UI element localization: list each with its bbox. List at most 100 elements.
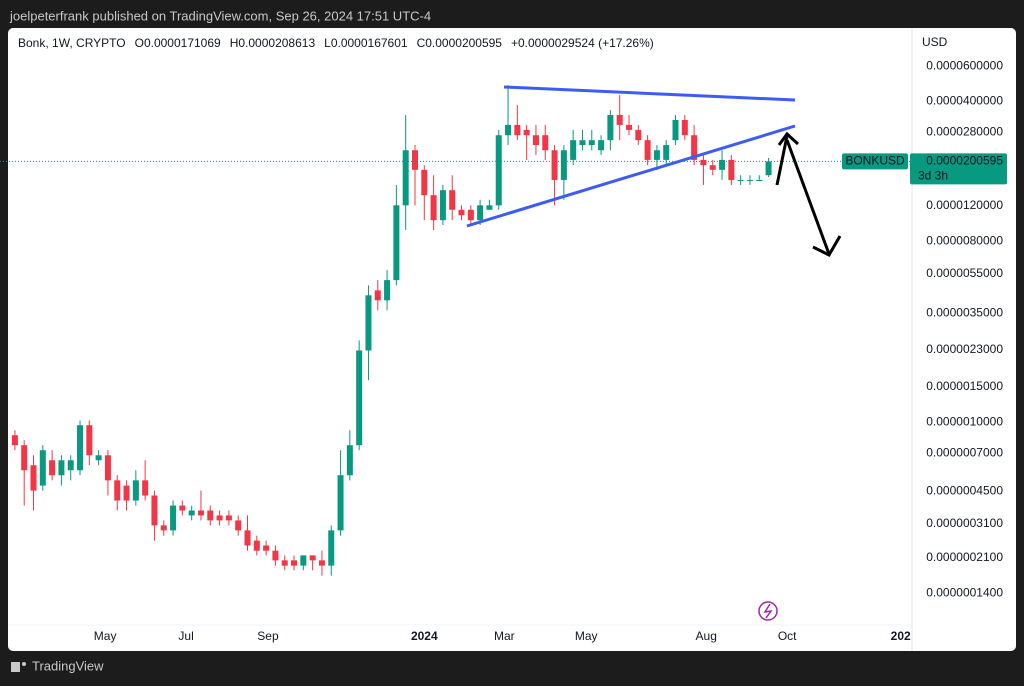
candle-body (402, 150, 409, 206)
candle-body (318, 560, 325, 566)
candle-body (421, 169, 428, 196)
arrow-head (812, 235, 842, 257)
candle-body (709, 165, 716, 170)
candle-body (430, 195, 437, 221)
candle-body (197, 510, 204, 516)
candle-body (393, 205, 400, 281)
candle-body (39, 450, 46, 486)
brand: TradingView (11, 658, 104, 673)
candle-body (170, 505, 177, 531)
x-tick-label: 202 (891, 629, 911, 643)
arrow-head (777, 131, 800, 146)
candle-body (207, 510, 214, 521)
x-tick-label: 2024 (411, 629, 438, 643)
y-tick-label: 0.0000001400 (926, 585, 1003, 599)
candle-body (374, 290, 381, 301)
y-tick-label: 0.0000120000 (926, 198, 1003, 212)
candle-body (700, 159, 707, 166)
brand-logo (11, 662, 20, 672)
y-tick-label: 0.0000600000 (926, 58, 1003, 72)
candle-body (663, 145, 670, 160)
candle-body (607, 114, 614, 141)
candle-body (514, 124, 521, 136)
x-tick-label: May (94, 629, 117, 643)
candle-body (77, 425, 84, 471)
symbol-tag-text: BONKUSD (845, 154, 905, 168)
candle-body (542, 135, 549, 151)
x-tick-label: Aug (696, 629, 717, 643)
candle-body (86, 425, 93, 456)
candle-body (625, 124, 632, 130)
candle-body (235, 520, 242, 531)
candle-body (142, 480, 149, 496)
ohlc-key: C (417, 36, 426, 50)
candle-body (123, 485, 130, 501)
candle-body (11, 435, 18, 446)
candle-body (765, 161, 772, 176)
candle-body (346, 445, 353, 476)
candle-body (523, 129, 530, 136)
publisher-note: joelpeterfrank published on TradingView.… (9, 8, 431, 23)
brand-logo (22, 662, 26, 666)
candle-body (365, 295, 372, 351)
candle-body (467, 209, 474, 221)
y-tick-label: 0.0000023000 (926, 342, 1003, 356)
candle-body (570, 140, 577, 160)
candle-body (439, 190, 446, 221)
candle-body (328, 530, 335, 566)
candle-body (337, 475, 344, 531)
candle-body (272, 550, 279, 561)
trend-line (466, 124, 796, 228)
candle-body (579, 140, 586, 146)
y-tick-label: 0.0000007000 (926, 445, 1003, 459)
price-tag (910, 153, 1007, 185)
candle-body (449, 190, 456, 210)
chart-panel (8, 28, 1016, 651)
y-tick-label: 0.0000003100 (926, 516, 1003, 530)
candle-body (635, 129, 642, 141)
candle-body (737, 179, 744, 181)
candle-body (644, 140, 651, 160)
y-tick-label: 0.0000080000 (926, 233, 1003, 247)
arrow (785, 139, 831, 255)
x-tick-label: Jul (178, 629, 193, 643)
candle-body (588, 140, 595, 146)
candle-body (132, 480, 139, 501)
ohlc-value: 0.0000200595 (425, 36, 502, 50)
candle-body (151, 495, 158, 526)
candle-body (114, 480, 121, 501)
ohlc-key: H (230, 36, 239, 50)
candle-body (160, 525, 167, 531)
candle-body (411, 150, 418, 170)
candle-body (188, 510, 195, 516)
price-tag-text: 0.0000200595 (926, 154, 1003, 168)
ohlc-value: 0.0000208613 (238, 36, 315, 50)
candle-body (263, 545, 270, 551)
ohlc-value: 0.0000171069 (144, 36, 221, 50)
y-tick-label: 0.0000010000 (926, 414, 1003, 428)
candle-body (691, 135, 698, 160)
candle-body (477, 205, 484, 221)
x-tick-label: Sep (257, 629, 279, 643)
currency: USD (922, 35, 948, 49)
candle-body (505, 124, 512, 136)
candle-body (681, 119, 688, 136)
y-tick-label: 0.0000035000 (926, 305, 1003, 319)
candle-body (30, 465, 37, 491)
arrow (775, 135, 789, 186)
candle-body (672, 119, 679, 141)
countdown: 3d 3h (918, 169, 948, 183)
candle-body (95, 455, 102, 461)
candle-body (104, 455, 111, 481)
event-icon-bolt (763, 603, 773, 619)
candle-body (356, 350, 363, 446)
candle-body (67, 460, 74, 471)
legend-line: Bonk, 1W, CRYPTO O0.0000171069 H0.00002086… (18, 36, 654, 50)
candle-body (49, 460, 56, 476)
y-tick-label: 0.0000280000 (926, 125, 1003, 139)
ohlc-key: O (135, 36, 144, 50)
candle-body (225, 515, 232, 521)
y-tick-label: 0.0000002100 (926, 550, 1003, 564)
candle-body (560, 150, 567, 180)
